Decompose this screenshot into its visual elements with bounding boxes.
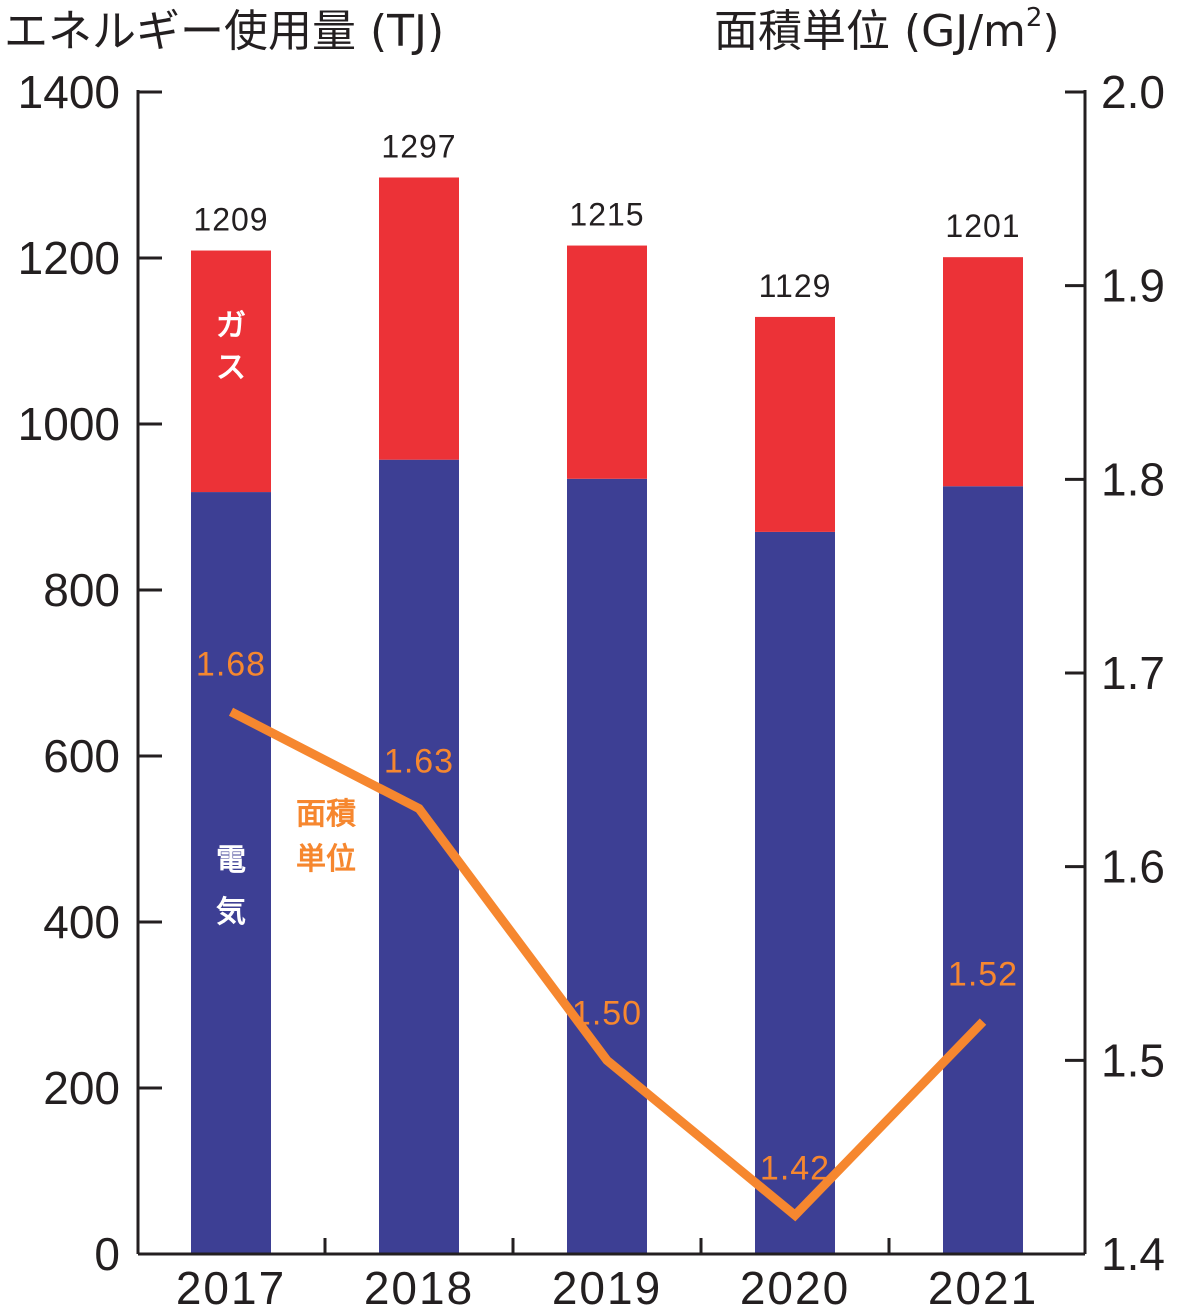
intensity-label-2017: 1.68 bbox=[196, 646, 266, 684]
y-tick-label-left: 1000 bbox=[18, 398, 120, 450]
bar-gas-2017 bbox=[191, 250, 271, 493]
y-tick-label-right: 1.8 bbox=[1101, 453, 1165, 505]
x-tick-label-2018: 2018 bbox=[364, 1262, 474, 1310]
total-label-2017: 1209 bbox=[193, 202, 268, 238]
y-tick-label-left: 0 bbox=[94, 1228, 120, 1280]
bar-gas-2018 bbox=[379, 177, 459, 460]
bar-gas-2021 bbox=[943, 257, 1023, 487]
bar-electricity-2019 bbox=[567, 478, 647, 1254]
labels-group: 1209 1297 1215 1129 1201 1.68 1.63 1.50 1.42 1.52… bbox=[193, 128, 1020, 1187]
total-label-2018: 1297 bbox=[381, 128, 456, 164]
gas-series-label: ス bbox=[216, 350, 246, 385]
bars-group bbox=[191, 177, 1023, 1254]
y-tick-label-right: 2.0 bbox=[1101, 66, 1165, 118]
y-tick-label-right: 1.6 bbox=[1101, 841, 1165, 893]
x-tick-label-2017: 2017 bbox=[176, 1262, 286, 1310]
axes-group: 0 200 400 600 800 1000 1200 1400 1.4 1.5 1.6 1.7 1.8… bbox=[18, 66, 1165, 1310]
y-tick-label-right: 1.5 bbox=[1101, 1034, 1165, 1086]
x-tick-label-2020: 2020 bbox=[740, 1262, 850, 1310]
y-tick-label-left: 600 bbox=[43, 730, 120, 782]
y-tick-label-right: 1.9 bbox=[1101, 260, 1165, 312]
intensity-label-2018: 1.63 bbox=[384, 743, 454, 781]
y-tick-label-right: 1.7 bbox=[1101, 647, 1165, 699]
bar-electricity-2020 bbox=[755, 531, 835, 1254]
y-tick-label-right: 1.4 bbox=[1101, 1228, 1165, 1280]
total-label-2020: 1129 bbox=[759, 268, 832, 304]
y-axis-title-left: エネルギー使用量 (TJ) bbox=[4, 6, 444, 57]
intensity-series-label: 面積 bbox=[296, 797, 356, 832]
y-tick-label-left: 400 bbox=[43, 896, 120, 948]
gas-series-label: ガ bbox=[216, 308, 246, 343]
intensity-label-2019: 1.50 bbox=[572, 994, 642, 1032]
intensity-series-label: 単位 bbox=[296, 842, 356, 877]
y-tick-label-left: 200 bbox=[43, 1062, 120, 1114]
bar-gas-2020 bbox=[755, 316, 835, 532]
x-tick-label-2021: 2021 bbox=[928, 1262, 1038, 1310]
bar-gas-2019 bbox=[567, 245, 647, 479]
y-tick-label-left: 1200 bbox=[18, 232, 120, 284]
intensity-line bbox=[228, 707, 987, 1222]
bar-electricity-2021 bbox=[943, 486, 1023, 1254]
intensity-line-group bbox=[228, 707, 987, 1222]
x-tick-label-2019: 2019 bbox=[552, 1262, 662, 1310]
electricity-series-label: 気 bbox=[216, 895, 246, 930]
total-label-2019: 1215 bbox=[569, 197, 644, 233]
bar-electricity-2018 bbox=[379, 459, 459, 1254]
electricity-series-label: 電 bbox=[216, 843, 246, 878]
intensity-label-2020: 1.42 bbox=[760, 1149, 830, 1187]
y-tick-label-left: 800 bbox=[43, 564, 120, 616]
total-label-2021: 1201 bbox=[945, 208, 1020, 244]
y-tick-label-left: 1400 bbox=[18, 66, 120, 118]
intensity-label-2021: 1.52 bbox=[948, 956, 1018, 994]
y-axis-title-right: 面積単位 (GJ/m2) bbox=[714, 3, 1060, 57]
bar-electricity-2017 bbox=[191, 492, 271, 1254]
